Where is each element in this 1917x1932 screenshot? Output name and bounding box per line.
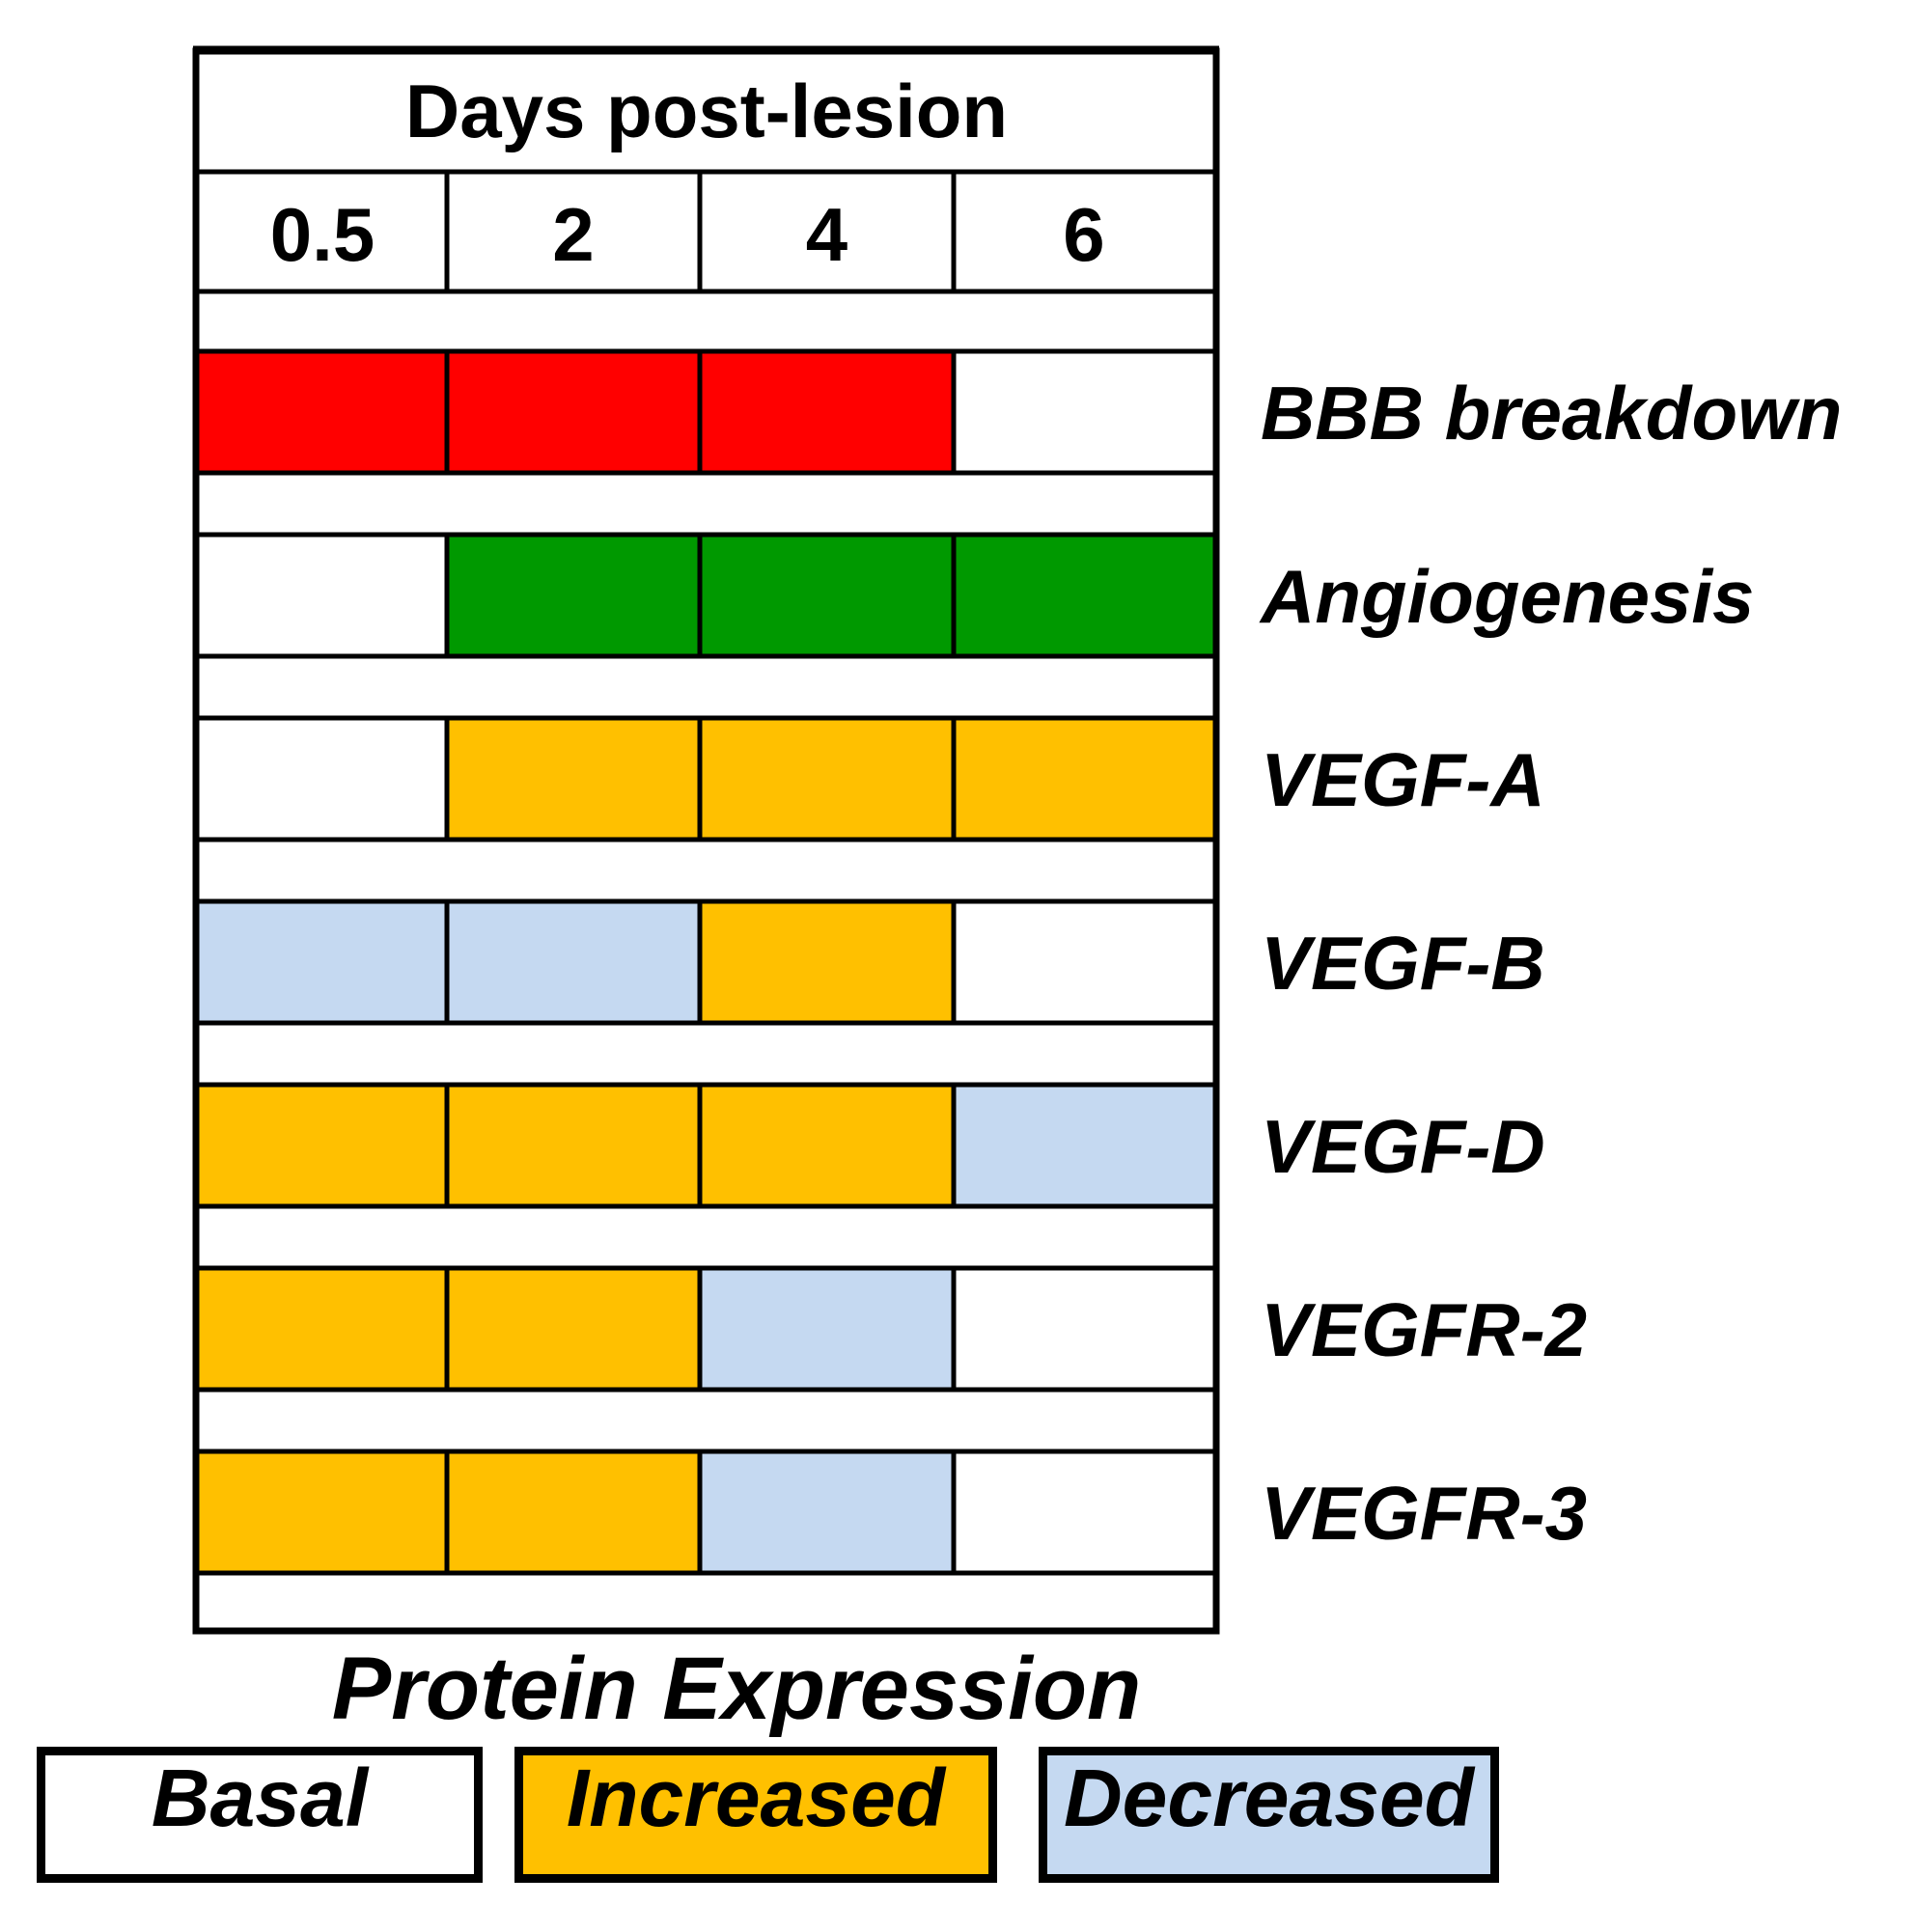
header-days-post-lesion: Days post-lesion: [405, 69, 1008, 153]
cell-angiogenesis-day-6: [954, 535, 1214, 656]
cell-vegf-a-day-0.5: [198, 718, 447, 840]
cell-vegf-b-day-6: [954, 901, 1214, 1023]
row-label: VEGFR-2: [1261, 1287, 1587, 1372]
cell-bbb-breakdown-day-4: [700, 351, 954, 473]
cell-vegfr-2-day-6: [954, 1268, 1214, 1390]
cell-bbb-breakdown-day-2: [447, 351, 700, 473]
cell-vegfr-2-day-0.5: [198, 1268, 447, 1390]
row-label: VEGF-A: [1261, 737, 1545, 822]
cell-vegfr-2-day-4: [700, 1268, 954, 1390]
cell-vegfr-3-day-2: [447, 1451, 700, 1573]
legend-increased-label: Increased: [566, 1753, 946, 1843]
legend-basal-label: Basal: [151, 1753, 369, 1843]
cell-bbb-breakdown-day-0.5: [198, 351, 447, 473]
cell-vegf-b-day-4: [700, 901, 954, 1023]
row-labels: BBB breakdown Angiogenesis VEGF-A VEGF-B VEG…: [1259, 371, 1842, 1556]
legend-increased: Increased: [514, 1747, 997, 1883]
cell-vegf-a-day-2: [447, 718, 700, 840]
day-label: 4: [806, 192, 847, 277]
cell-vegfr-3-day-0.5: [198, 1451, 447, 1573]
cell-vegf-a-day-6: [954, 718, 1214, 840]
row-label: Angiogenesis: [1259, 554, 1754, 639]
cell-angiogenesis-day-2: [447, 535, 700, 656]
legend-basal: Basal: [37, 1747, 483, 1883]
legend-title: Protein Expression: [331, 1640, 1142, 1738]
cell-vegf-d-day-6: [954, 1085, 1214, 1206]
cell-vegf-d-day-0.5: [198, 1085, 447, 1206]
expression-cells: [198, 351, 1214, 1573]
row-label: VEGF-D: [1261, 1104, 1545, 1189]
legend-decreased: Decreased: [1039, 1747, 1499, 1883]
cell-angiogenesis-day-4: [700, 535, 954, 656]
row-label: BBB breakdown: [1261, 371, 1842, 455]
row-label: VEGF-B: [1261, 921, 1545, 1006]
cell-angiogenesis-day-0.5: [198, 535, 447, 656]
cell-vegf-a-day-4: [700, 718, 954, 840]
cell-vegf-d-day-2: [447, 1085, 700, 1206]
cell-vegfr-3-day-4: [700, 1451, 954, 1573]
legend-decreased-label: Decreased: [1064, 1753, 1474, 1843]
row-label: VEGFR-3: [1261, 1471, 1587, 1556]
day-labels: 0.5 2 4 6: [270, 192, 1105, 277]
table-grid-lines: [192, 45, 1220, 1635]
day-label: 6: [1063, 192, 1104, 277]
cell-vegf-b-day-2: [447, 901, 700, 1023]
cell-vegf-b-day-0.5: [198, 901, 447, 1023]
cell-vegfr-3-day-6: [954, 1451, 1214, 1573]
day-label: 2: [552, 192, 594, 277]
cell-bbb-breakdown-day-6: [954, 351, 1214, 473]
cell-vegfr-2-day-2: [447, 1268, 700, 1390]
cell-vegf-d-day-4: [700, 1085, 954, 1206]
day-label: 0.5: [270, 192, 375, 277]
